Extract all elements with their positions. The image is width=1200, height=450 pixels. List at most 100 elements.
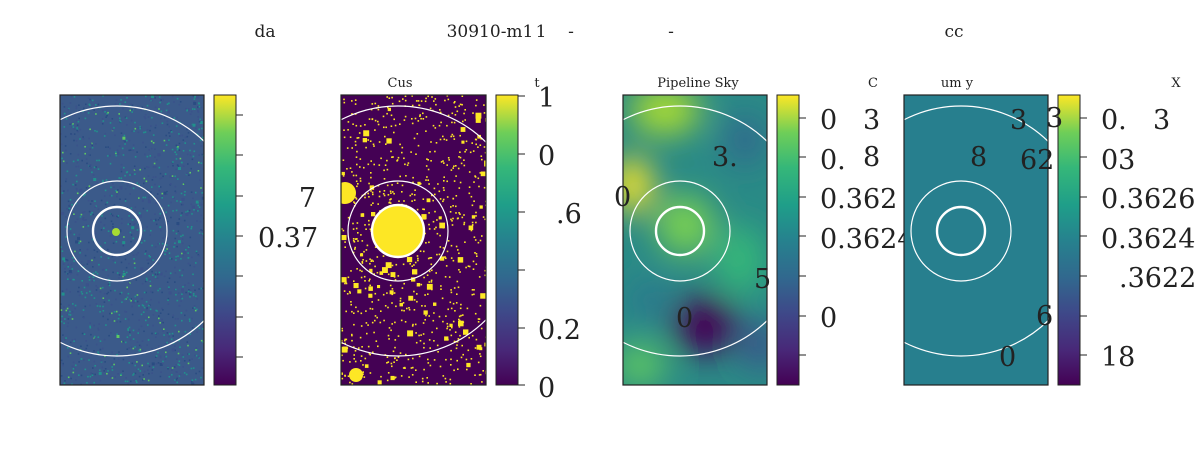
panel-1-noise-pixel <box>157 351 159 354</box>
panel-1-noise-pixel <box>166 120 169 123</box>
panel-2-mask-pixel <box>425 242 427 244</box>
panel-1-noise-pixel <box>171 95 174 98</box>
panel-1-noise-pixel <box>194 378 197 381</box>
panel-1-noise-pixel <box>127 329 129 331</box>
panel-1-noise-pixel <box>144 253 146 255</box>
panel-2-mask-pixel <box>359 180 362 182</box>
panel-1-noise-pixel <box>73 233 76 236</box>
panel-2-mask-pixel <box>362 364 364 366</box>
panel-1-noise-pixel <box>134 127 137 130</box>
panel-2-mask-pixel <box>452 259 455 262</box>
panel-1-noise-pixel <box>134 206 137 208</box>
panel-1-noise-pixel <box>122 340 124 343</box>
panel-2-mask-pixel <box>410 151 412 153</box>
panel-1-noise-pixel <box>135 253 138 256</box>
panel-2-mask-pixel <box>431 194 433 197</box>
panel-2-mask-pixel <box>479 304 482 307</box>
panel-4-side-label: X <box>1171 76 1181 91</box>
panel-2-mask-pixel <box>458 318 460 321</box>
panel-1-noise-pixel <box>195 191 197 194</box>
panel-1-noise-pixel <box>67 263 70 266</box>
panel-1-noise-pixel <box>136 214 139 217</box>
panel-4-frame <box>903 94 1049 386</box>
panel-1-noise-pixel <box>158 108 160 110</box>
panel-1-noise-pixel <box>151 99 154 102</box>
panel-2-ring-inner <box>370 203 426 259</box>
panel-1-noise-pixel <box>134 121 136 124</box>
panel-2-mask-pixel <box>426 158 428 160</box>
panel-1-noise-pixel <box>80 291 83 293</box>
panel-2-mask-pixel <box>386 379 389 382</box>
panel-2-mask-pixel <box>373 273 375 275</box>
panel-1-noise-pixel <box>193 108 196 110</box>
panel-2-mask-pixel <box>440 121 442 124</box>
panel-1-noise-pixel <box>125 117 128 119</box>
panel-2-mask-pixel <box>394 357 396 360</box>
colorbar-2-label: 1 <box>538 83 555 114</box>
panel-1-noise-pixel <box>190 380 193 383</box>
panel-1-noise-pixel <box>161 195 163 197</box>
panel-2-mask-pixel <box>451 133 454 136</box>
panel-2-mask-pixel <box>353 241 356 243</box>
panel-1-noise-pixel <box>118 277 120 279</box>
panel-2-mask-pixel <box>450 206 452 208</box>
panel-1-noise-pixel <box>168 277 171 280</box>
panel-2-mask-pixel <box>437 351 439 353</box>
panel-2-mask-pixel <box>389 290 394 295</box>
panel-1-noise-pixel <box>102 120 105 122</box>
panel-1-noise-pixel <box>175 125 178 127</box>
panel-1-noise-pixel <box>153 220 155 222</box>
panel-4-side-label: 0 <box>999 342 1016 373</box>
panel-3-side-label: 3 <box>863 105 880 136</box>
panel-2-mask-pixel <box>360 325 363 327</box>
panel-1-noise-pixel <box>135 378 138 381</box>
panel-1-noise-pixel <box>69 113 71 116</box>
panel-1-noise-pixel <box>148 372 150 375</box>
panel-1-noise-pixel <box>137 332 140 334</box>
panel-1-noise-pixel <box>144 131 147 133</box>
panel-1-noise-pixel <box>102 315 104 318</box>
panel-1-noise-pixel <box>167 299 169 301</box>
panel-2-mask-pixel <box>357 289 362 294</box>
panel-2-mask-pixel <box>415 341 418 344</box>
panel-2-mask-pixel <box>474 347 477 349</box>
panel-2-mask-pixel <box>449 382 452 385</box>
panel-2-mask-pixel <box>356 238 358 240</box>
panel-1-noise-pixel <box>178 232 181 235</box>
panel-2-mask-pixel <box>459 213 461 215</box>
panel-4-ring-inner <box>935 205 987 257</box>
panel-1-noise-pixel <box>169 257 171 260</box>
panel-1-noise-pixel <box>200 229 202 231</box>
panel-2-mask-pixel <box>341 171 345 176</box>
panel-1-noise-pixel <box>93 297 96 299</box>
panel-1-noise-pixel <box>150 99 152 102</box>
panel-1-noise-pixel <box>65 178 68 180</box>
panel-1-noise-pixel <box>84 254 87 257</box>
panel-2-mask-pixel <box>422 215 426 220</box>
panel-1-noise-pixel <box>159 356 162 359</box>
panel-2-mask-pixel <box>427 179 429 181</box>
panel-1-noise-pixel <box>65 259 68 261</box>
panel-1-noise-pixel <box>77 270 80 272</box>
panel-1-noise-pixel <box>130 207 133 209</box>
panel-2-mask-pixel <box>360 360 362 362</box>
panel-1-noise-pixel <box>131 111 133 113</box>
panel-1-noise-pixel <box>124 200 127 202</box>
panel-1-noise-pixel <box>139 185 142 187</box>
panel-1-noise-pixel <box>172 164 174 167</box>
panel-1-noise-pixel <box>108 284 111 287</box>
panel-1-noise-pixel <box>72 214 75 217</box>
panel-1-noise-pixel <box>151 244 153 247</box>
panel-2-mask-pixel <box>344 282 346 285</box>
colorbar-2-label: 0 <box>538 141 555 172</box>
colorbar-2-label: 0.2 <box>538 315 581 346</box>
panel-2-mask-pixel <box>428 228 431 230</box>
panel-2-mask-pixel <box>391 323 393 325</box>
panel-2-mask-pixel <box>423 368 425 371</box>
panel-1-noise-pixel <box>159 217 161 219</box>
panel-1-noise-pixel <box>132 338 135 340</box>
panel-1-noise-pixel <box>192 273 194 276</box>
colorbar-3 <box>776 94 800 386</box>
panel-1-noise-pixel <box>142 141 144 144</box>
panel-1-noise-pixel <box>120 291 123 294</box>
